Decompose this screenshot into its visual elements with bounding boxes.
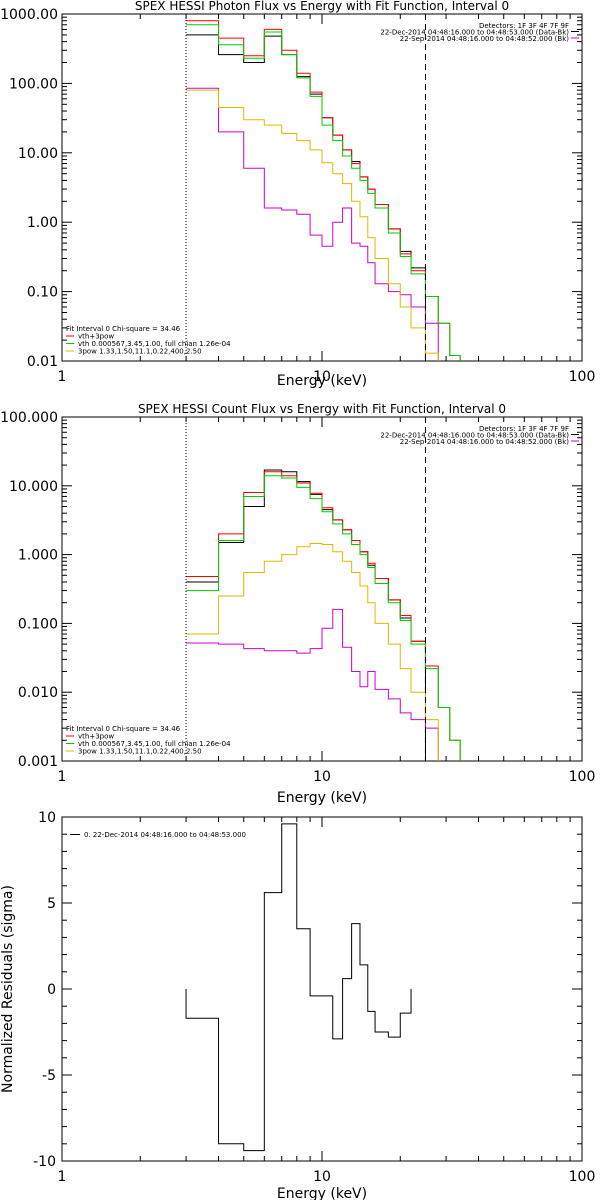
series-line-1-bk — [186, 608, 439, 761]
x-tick-label-2-1: 10 — [313, 1169, 331, 1185]
x-tick-label-0-0: 1 — [58, 369, 67, 385]
header-text-1-0: Detectors: 1F 3F 4F 7F 9F — [479, 425, 569, 433]
header-text-0-1: 22-Dec-2014 04:48:16.000 to 04:48:53.000… — [380, 29, 569, 37]
y-tick-label-1-1: 0.010 — [18, 685, 58, 701]
y-tick-label-2-4: 10 — [38, 810, 56, 826]
x-tick-label-1-0: 1 — [58, 769, 67, 785]
y-tick-label-0-1: 0.10 — [27, 285, 58, 301]
header-text-0-2: 22-Sep-2014 04:48:16.000 to 04:48:52.000… — [400, 35, 570, 43]
series-line-0-vth — [186, 24, 461, 361]
y-tick-label-0-5: 1000.00 — [0, 7, 58, 23]
header-text-1-1: 22-Dec-2014 04:48:16.000 to 04:48:53.000… — [380, 432, 569, 440]
legend-text-0-3: 3pow 1.33,1.50,11.1,0.22,400,2.50 — [78, 348, 202, 356]
legend-text-1-0: Fit Interval 0 Chi-square = 34.46 — [66, 725, 181, 733]
x-tick-label-0-2: 100 — [569, 369, 596, 385]
x-axis-label-2: Energy (keV) — [277, 1186, 367, 1200]
chart-title-1: SPEX HESSI Count Flux vs Energy with Fit… — [138, 402, 506, 416]
y-tick-label-2-0: -10 — [33, 1154, 56, 1170]
series-line-1-3pow — [186, 543, 439, 761]
x-tick-label-2-2: 100 — [569, 1169, 596, 1185]
legend-text-1-2: vth 0.000567,3.45,1.00, full chian 1.26e… — [78, 740, 231, 748]
legend-text-0-1: vth+3pow — [78, 333, 114, 341]
y-tick-label-0-2: 1.00 — [27, 215, 58, 231]
series-line-0-3pow — [186, 89, 439, 361]
y-tick-label-1-5: 100.000 — [0, 410, 58, 426]
y-tick-label-0-0: 0.01 — [27, 354, 58, 370]
header-text-1-2: 22-Sep-2014 04:48:16.000 to 04:48:52.000… — [400, 438, 570, 446]
x-tick-label-1-1: 10 — [313, 769, 331, 785]
series-line-2-residual — [185, 823, 412, 1152]
legend-text-1-1: vth+3pow — [78, 733, 114, 741]
chart-title-0: SPEX HESSI Photon Flux vs Energy with Fi… — [135, 0, 509, 13]
y-tick-label-1-4: 10.000 — [9, 479, 58, 495]
x-axis-label-0: Energy (keV) — [277, 373, 367, 389]
y-tick-label-0-3: 10.00 — [18, 146, 58, 162]
y-tick-label-2-2: 0 — [47, 982, 56, 998]
y-tick-label-0-4: 100.00 — [9, 76, 58, 92]
y-tick-label-1-0: 0.001 — [18, 754, 58, 770]
x-tick-label-0-1: 10 — [313, 369, 331, 385]
x-axis-label-1: Energy (keV) — [277, 790, 367, 806]
y-tick-label-1-2: 0.100 — [18, 616, 58, 632]
legend-text-2-0: 0. 22-Dec-2014 04:48:16.000 to 04:48:53.… — [84, 831, 246, 839]
header-text-0-0: Detectors: 1F 3F 4F 7F 9F — [479, 22, 569, 30]
y-axis-label-2: Normalized Residuals (sigma) — [0, 885, 16, 1093]
y-tick-label-2-3: 5 — [47, 896, 56, 912]
x-tick-label-1-2: 100 — [569, 769, 596, 785]
legend-text-0-2: vth 0.000567,3.45,1.00, full chian 1.26e… — [78, 340, 231, 348]
legend-text-1-3: 3pow 1.33,1.50,11.1,0.22,400,2.50 — [78, 748, 202, 756]
y-tick-label-1-3: 1.000 — [18, 548, 58, 564]
y-tick-label-2-1: -5 — [42, 1068, 56, 1084]
x-tick-label-2-0: 1 — [58, 1169, 67, 1185]
legend-text-0-0: Fit Interval 0 Chi-square = 34.46 — [66, 325, 181, 333]
